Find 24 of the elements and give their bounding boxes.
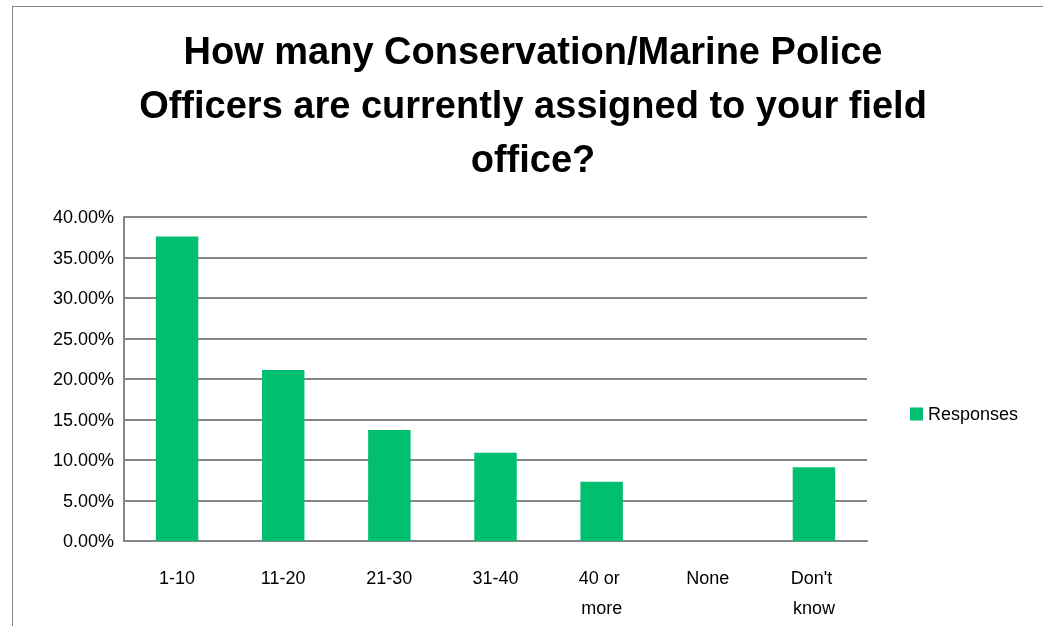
x-tick-label: 1-10: [159, 568, 196, 588]
y-tick-label: 15.00%: [52, 409, 114, 430]
y-tick-label: 20.00%: [52, 369, 114, 389]
y-tick-label: 25.00%: [52, 328, 114, 349]
bar: [261, 370, 305, 541]
x-tick-label: 11-20: [260, 568, 306, 588]
y-tick-label: 35.00%: [52, 247, 114, 268]
x-tick-label: 40 or more: [578, 568, 625, 618]
bar: [580, 481, 623, 541]
y-tick-label: 0.00%: [62, 531, 114, 551]
y-tick-label: 30.00%: [52, 288, 114, 308]
legend-label: Responses: [928, 404, 1019, 424]
y-tick-label: 40.00%: [52, 207, 114, 227]
x-tick-label: 31-40: [472, 568, 519, 588]
x-tick-label: None: [686, 568, 730, 588]
y-tick-label: 5.00%: [62, 490, 114, 511]
y-tick-label: 10.00%: [52, 450, 114, 470]
bar: [474, 452, 517, 541]
bar: [368, 430, 411, 541]
x-tick-label: Don't know: [790, 568, 838, 618]
x-tick-label: 21-30: [366, 568, 413, 588]
bar: [792, 467, 836, 541]
chart-title: How many Conservation/Marine Police Officers are currently assigned to your field office?: [138, 29, 928, 182]
bar: [155, 236, 199, 541]
